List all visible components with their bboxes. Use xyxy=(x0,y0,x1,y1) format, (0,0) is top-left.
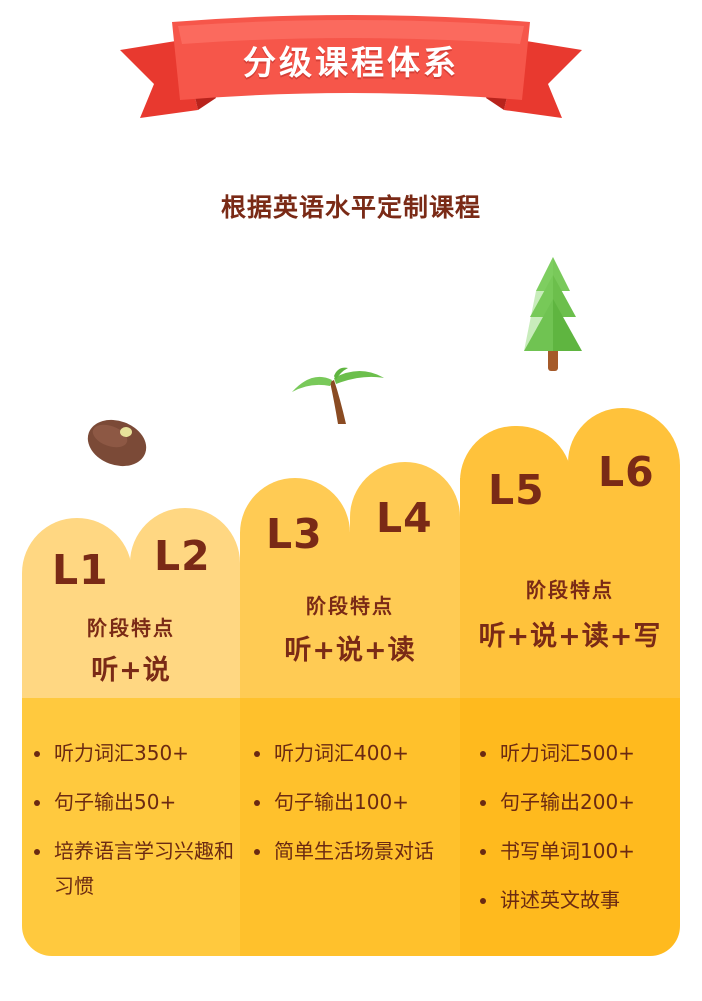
palm-tree-icon xyxy=(288,362,388,426)
level-code: L5 xyxy=(488,466,545,514)
feature-value: 听+说 xyxy=(91,655,171,686)
level-card-l3-l4: L3 L4 阶段特点 听+说+读 xyxy=(240,462,460,698)
level-card-l1-l2: L1 L2 阶段特点 听+说 xyxy=(22,508,240,698)
tree-icon xyxy=(520,255,586,375)
feature-label: 阶段特点 xyxy=(87,616,175,640)
level-1-2-item-list: 听力词汇350+ 句子输出50+ 培养语言学习兴趣和习惯 xyxy=(34,736,234,918)
list-item: 简单生活场景对话 xyxy=(254,834,454,869)
list-item: 句子输出200+ xyxy=(480,785,680,820)
feature-label: 阶段特点 xyxy=(306,594,394,618)
list-item: 讲述英文故事 xyxy=(480,883,680,918)
level-5-6-item-list: 听力词汇500+ 句子输出200+ 书写单词100+ 讲述英文故事 xyxy=(480,736,680,932)
list-item: 书写单词100+ xyxy=(480,834,680,869)
level-details-panel: 听力词汇350+ 句子输出50+ 培养语言学习兴趣和习惯 听力词汇400+ 句子… xyxy=(22,698,680,956)
ribbon-shape xyxy=(120,15,582,118)
feature-label: 阶段特点 xyxy=(526,578,614,602)
level-card-l5-l6: L5 L6 阶段特点 听+说+读+写 xyxy=(460,408,680,698)
list-item: 听力词汇350+ xyxy=(34,736,234,771)
list-item: 培养语言学习兴趣和习惯 xyxy=(34,834,234,904)
level-3-4-item-list: 听力词汇400+ 句子输出100+ 简单生活场景对话 xyxy=(254,736,454,883)
feature-value: 听+说+读 xyxy=(284,635,416,666)
level-code: L2 xyxy=(154,532,211,580)
feature-value: 听+说+读+写 xyxy=(478,621,662,652)
list-item: 句子输出50+ xyxy=(34,785,234,820)
bean-icon xyxy=(84,416,150,470)
title-ribbon: 分级课程体系 xyxy=(112,10,590,132)
page-title: 分级课程体系 xyxy=(243,43,459,82)
list-item: 句子输出100+ xyxy=(254,785,454,820)
list-item: 听力词汇500+ xyxy=(480,736,680,771)
subtitle: 根据英语水平定制课程 xyxy=(220,193,481,222)
level-code: L1 xyxy=(52,546,109,594)
list-item: 听力词汇400+ xyxy=(254,736,454,771)
level-code: L4 xyxy=(376,494,433,542)
level-code: L6 xyxy=(598,448,655,496)
level-code: L3 xyxy=(266,510,323,558)
